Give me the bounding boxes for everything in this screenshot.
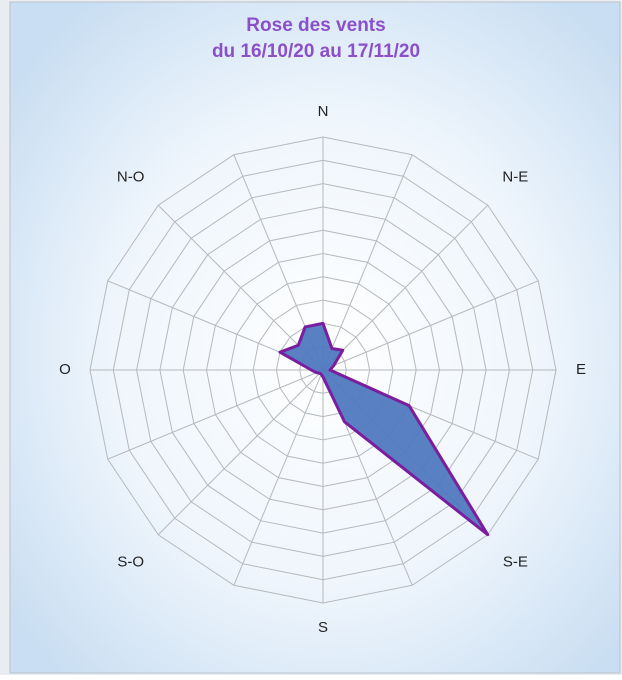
axis-label: S-E <box>503 553 528 570</box>
axis-label: S-O <box>117 553 144 570</box>
chart-subtitle: du 16/10/20 au 17/11/20 <box>212 41 420 62</box>
grid-spoke <box>322 280 539 371</box>
axis-label: N <box>318 103 329 120</box>
axis-label: S <box>318 619 328 636</box>
grid-spoke <box>322 204 489 371</box>
chart-title: Rose des vents <box>246 15 385 36</box>
axis-label: E <box>576 361 586 378</box>
grid-spoke <box>157 204 324 371</box>
grid-spoke <box>322 154 413 371</box>
grid-spoke <box>157 369 324 536</box>
radar-area <box>278 321 490 537</box>
axis-label: N-O <box>117 169 145 186</box>
grid-spoke <box>233 369 324 586</box>
grid-spoke <box>107 369 324 460</box>
axis-label: O <box>59 361 71 378</box>
axis-label: N-E <box>502 169 528 186</box>
